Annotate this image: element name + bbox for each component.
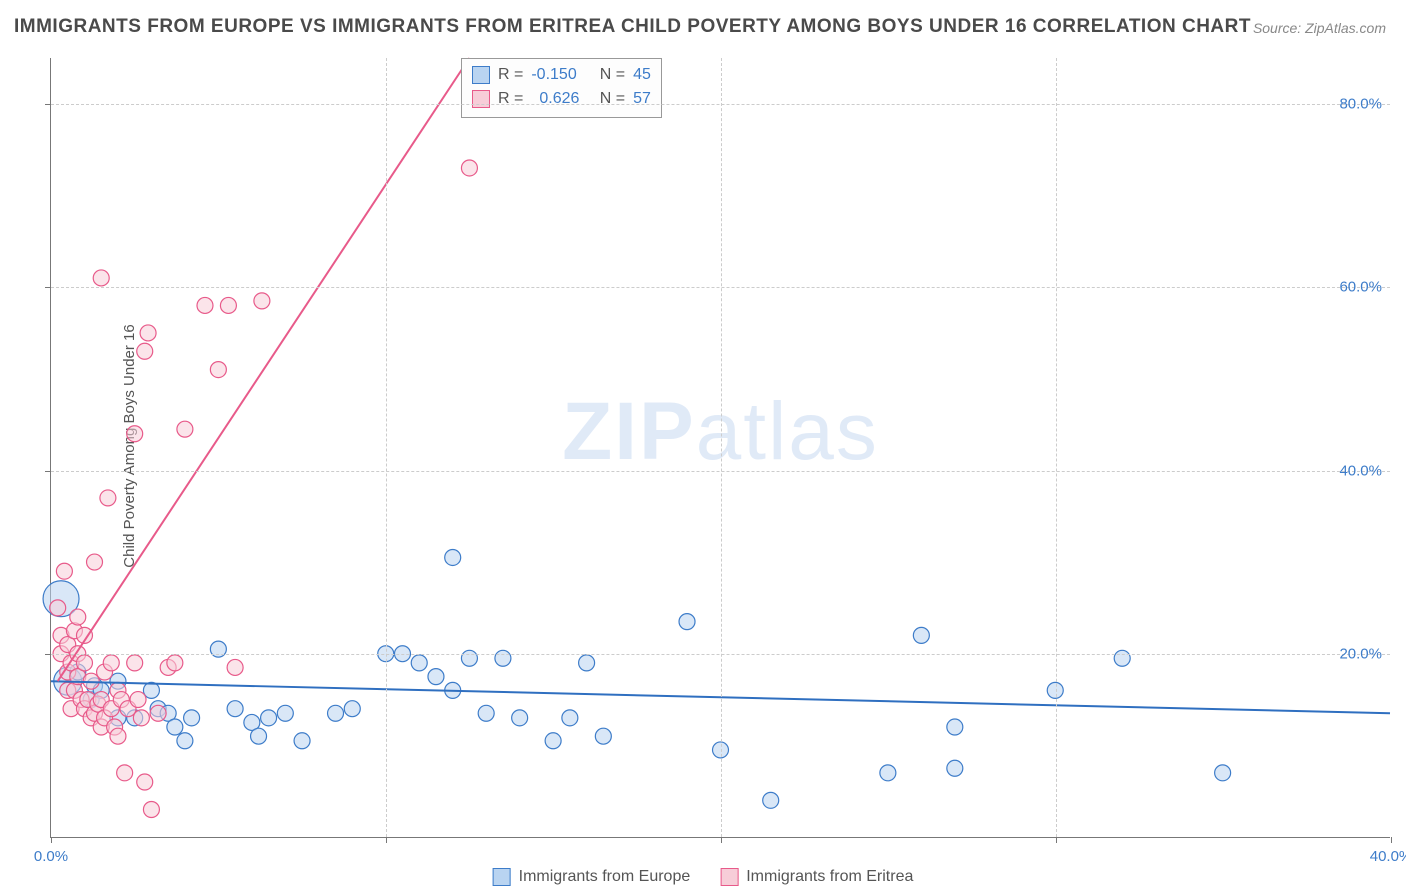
stats-legend-box: R = -0.150 N = 45 R = 0.626 N = 57 [461,58,662,118]
data-point [117,765,133,781]
data-point [595,728,611,744]
gridline-v [386,58,387,837]
legend-item: Immigrants from Eritrea [720,868,913,886]
stats-row: R = -0.150 N = 45 [472,63,651,87]
data-point [143,802,159,818]
plot-area: ZIPatlas R = -0.150 N = 45 R = 0.626 N =… [50,58,1390,838]
data-point [50,600,66,616]
x-tick-label: 40.0% [1370,848,1406,865]
x-tick-mark [386,837,387,843]
x-tick-label: 0.0% [34,848,68,865]
data-point [103,655,119,671]
data-point [167,655,183,671]
y-tick-label: 40.0% [1339,462,1382,479]
data-point [512,710,528,726]
data-point [177,733,193,749]
data-point [76,655,92,671]
source-credit: Source: ZipAtlas.com [1253,20,1386,36]
data-point [579,655,595,671]
y-tick-mark [45,287,51,288]
data-point [254,293,270,309]
stat-n-label: N = [595,87,625,111]
legend-item: Immigrants from Europe [493,868,691,886]
data-point [137,343,153,359]
data-point [880,765,896,781]
data-point [947,760,963,776]
data-point [344,701,360,717]
data-point [913,627,929,643]
stat-r-label: R = [498,87,523,111]
data-point [411,655,427,671]
y-tick-label: 20.0% [1339,646,1382,663]
y-tick-mark [45,104,51,105]
data-point [461,650,477,666]
gridline-v [721,58,722,837]
data-point [495,650,511,666]
trend-line [58,58,470,681]
stats-row: R = 0.626 N = 57 [472,87,651,111]
data-point [679,614,695,630]
data-point [110,728,126,744]
data-point [100,490,116,506]
data-point [93,270,109,286]
data-point [197,297,213,313]
data-point [220,297,236,313]
data-point [277,705,293,721]
data-point [137,774,153,790]
stat-n-label: N = [595,63,625,87]
y-tick-label: 80.0% [1339,95,1382,112]
chart-title: IMMIGRANTS FROM EUROPE VS IMMIGRANTS FRO… [14,16,1251,38]
data-point [227,701,243,717]
gridline-v [1056,58,1057,837]
data-point [1114,650,1130,666]
data-point [562,710,578,726]
y-tick-mark [45,654,51,655]
data-point [478,705,494,721]
legend-label: Immigrants from Europe [519,868,691,886]
swatch-icon [472,66,490,84]
data-point [150,705,166,721]
data-point [56,563,72,579]
data-point [127,426,143,442]
x-tick-mark [51,837,52,843]
x-tick-mark [721,837,722,843]
data-point [261,710,277,726]
stat-r-value: 0.626 [531,87,587,111]
data-point [167,719,183,735]
data-point [184,710,200,726]
data-point [445,549,461,565]
x-tick-mark [1391,837,1392,843]
data-point [461,160,477,176]
data-point [763,792,779,808]
legend-label: Immigrants from Eritrea [746,868,913,886]
data-point [70,609,86,625]
swatch-icon [493,868,511,886]
data-point [947,719,963,735]
y-tick-label: 60.0% [1339,279,1382,296]
data-point [251,728,267,744]
data-point [227,659,243,675]
stat-n-value: 45 [633,63,651,87]
x-tick-mark [1056,837,1057,843]
data-point [133,710,149,726]
stat-r-label: R = [498,63,523,87]
data-point [328,705,344,721]
swatch-icon [720,868,738,886]
data-point [130,692,146,708]
data-point [545,733,561,749]
data-point [428,669,444,685]
stat-n-value: 57 [633,87,651,111]
data-point [294,733,310,749]
swatch-icon [472,90,490,108]
y-tick-mark [45,471,51,472]
data-point [127,655,143,671]
data-point [177,421,193,437]
bottom-legend: Immigrants from Europe Immigrants from E… [493,868,914,886]
data-point [210,362,226,378]
data-point [87,554,103,570]
data-point [140,325,156,341]
data-point [1215,765,1231,781]
stat-r-value: -0.150 [531,63,587,87]
